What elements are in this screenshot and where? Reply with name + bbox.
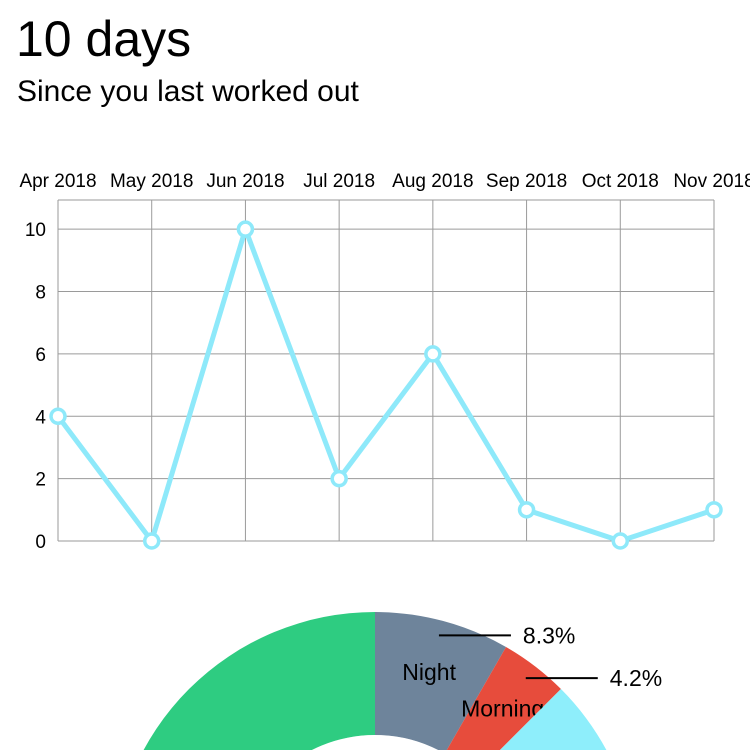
data-point: [705, 501, 723, 519]
y-tick-label: 0: [35, 532, 46, 553]
slice-label: Morning: [461, 695, 544, 721]
data-point: [611, 532, 630, 550]
days-since-subtitle: Since you last worked out: [17, 75, 359, 108]
pie-slice: [446, 646, 561, 750]
slice-value-label: 4.2%: [610, 665, 662, 691]
data-point: [330, 469, 348, 488]
data-point: [424, 345, 442, 363]
pie-slice: [143, 612, 375, 750]
data-point: [142, 532, 161, 550]
x-tick-label: Sep 2018: [486, 171, 567, 192]
workout-line-chart: 0 2 4 6 8 10 Apr 2018 May 2018 Jun 2018 Jul 2018 A…: [19, 171, 750, 553]
data-point: [517, 501, 536, 519]
slice-value-label: 8.3%: [523, 622, 575, 648]
series-line: [56, 226, 715, 544]
slice-label: Night: [402, 659, 456, 685]
x-tick-label: Apr 2018: [19, 171, 96, 192]
y-tick-label: 2: [35, 470, 46, 491]
data-point: [236, 220, 255, 238]
x-tick-label: Oct 2018: [582, 171, 659, 192]
x-tick-label: Aug 2018: [392, 171, 473, 192]
y-tick-label: 6: [35, 345, 46, 366]
y-tick-label: 8: [35, 283, 46, 304]
x-tick-label: Jul 2018: [303, 171, 375, 192]
data-point: [49, 407, 67, 426]
time-of-day-pie-chart: Night 8.3% Morning 4.2%: [143, 612, 662, 750]
pie-slice: [375, 612, 507, 750]
x-tick-label: May 2018: [110, 171, 193, 192]
x-tick-label: Nov 2018: [673, 171, 750, 192]
donut-inner-ring: [312, 735, 438, 750]
days-since-title: 10 days: [16, 11, 192, 67]
pie-slice: [500, 689, 607, 750]
y-tick-label: 4: [35, 407, 46, 428]
x-tick-label: Jun 2018: [206, 171, 284, 192]
y-tick-label: 10: [25, 220, 46, 241]
